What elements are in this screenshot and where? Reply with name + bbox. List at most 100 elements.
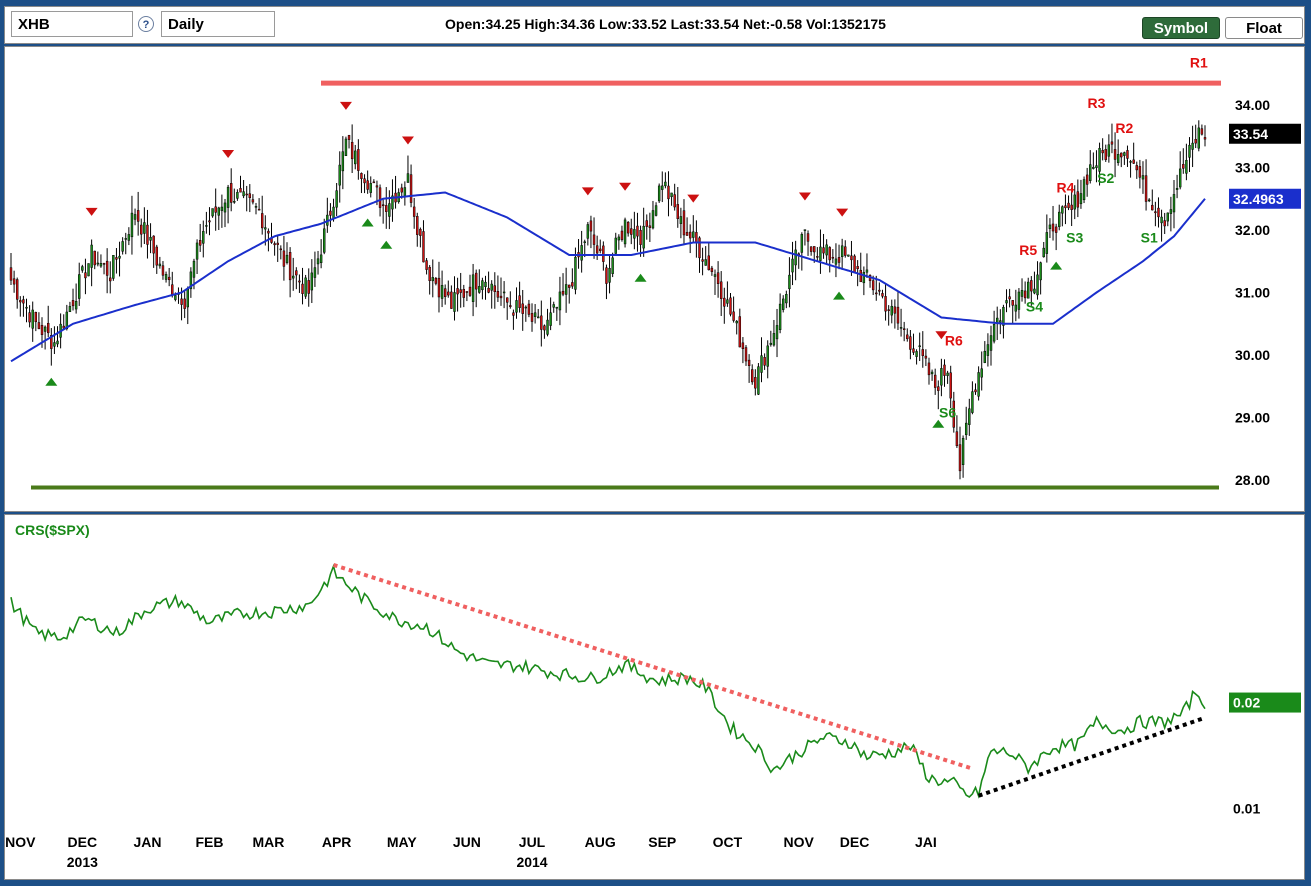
symbol-input[interactable]: XHB: [11, 11, 133, 37]
candle-body: [977, 372, 980, 397]
last-price-label: 33.54: [1233, 126, 1268, 142]
candle-body: [1110, 141, 1114, 145]
candle-body: [754, 377, 757, 389]
candle-body: [1203, 137, 1207, 140]
candle-body: [695, 232, 698, 244]
candle-body: [93, 250, 96, 266]
candle-body: [608, 268, 611, 283]
float-button[interactable]: Float: [1225, 17, 1303, 39]
candle-body: [1191, 142, 1194, 150]
candle-body: [586, 224, 590, 239]
candle-body: [375, 185, 379, 188]
candle-body: [747, 359, 751, 366]
candle-body: [837, 257, 841, 263]
candle-body: [19, 300, 22, 303]
candle-body: [1166, 212, 1169, 222]
candle-body: [636, 225, 639, 237]
candle-body: [983, 350, 987, 363]
candle-body: [344, 138, 348, 156]
x-axis-month-label: DEC: [840, 834, 870, 850]
candle-body: [599, 248, 602, 252]
candle-body: [195, 242, 199, 260]
resistance-label: R1: [1190, 55, 1208, 71]
candle-body: [425, 260, 428, 270]
candle-body: [360, 173, 363, 179]
candle-body: [56, 340, 59, 345]
candle-body: [803, 229, 807, 231]
candle-body: [664, 181, 667, 187]
candle-body: [940, 368, 943, 386]
candle-body: [22, 299, 25, 304]
candle-body: [617, 236, 621, 241]
candle-body: [372, 181, 376, 184]
candle-body: [462, 288, 465, 298]
candle-body: [726, 299, 729, 304]
candle-body: [118, 255, 121, 259]
candle-body: [589, 220, 593, 232]
moving-average-line: [10, 191, 1206, 363]
candle-body: [205, 225, 208, 227]
candle-body: [915, 351, 918, 357]
candle-body: [1036, 274, 1039, 296]
candle-body: [527, 303, 531, 315]
x-axis-month-label: JAI: [915, 834, 937, 850]
candle-body: [43, 326, 47, 332]
candle-body: [763, 357, 766, 366]
candle-body: [859, 269, 862, 283]
price-chart-panel: 28.00 29.00 30.00 31.00 32.00 33.00 34.00 R1 R2 R…: [4, 46, 1305, 527]
candle-body: [502, 291, 506, 294]
help-icon[interactable]: ?: [138, 16, 154, 32]
y-tick-label: 34.00: [1235, 97, 1270, 113]
candle-body: [782, 298, 785, 310]
candle-body: [338, 164, 341, 186]
candle-body: [257, 208, 261, 211]
candle-body: [1113, 149, 1117, 160]
candle-body: [543, 325, 546, 331]
candle-body: [264, 227, 267, 230]
swing-markers: [45, 101, 1063, 428]
candle-body: [642, 225, 645, 249]
candle-body: [1098, 148, 1101, 172]
candle-body: [602, 245, 605, 262]
candle-body: [902, 328, 906, 330]
candle-body: [437, 277, 441, 298]
candle-body: [865, 269, 869, 273]
candle-body: [233, 201, 236, 203]
candle-body: [1070, 204, 1073, 210]
candle-body: [171, 284, 174, 295]
period-select[interactable]: Daily: [161, 11, 275, 37]
candle-body: [180, 298, 183, 305]
candle-body: [1020, 290, 1024, 297]
candle-body: [81, 266, 84, 271]
x-axis-year-label: 2014: [516, 854, 547, 870]
symbol-button[interactable]: Symbol: [1142, 17, 1220, 39]
candle-body: [1175, 188, 1179, 190]
candle-body: [1073, 194, 1076, 210]
candle-body: [109, 277, 112, 282]
candle-body: [772, 333, 776, 346]
candle-body: [1076, 191, 1080, 208]
x-axis-month-label: APR: [322, 834, 352, 850]
candle-body: [968, 408, 971, 425]
candle-body: [251, 199, 255, 203]
candle-body: [363, 178, 366, 184]
crs-downtrend-line: [332, 563, 974, 771]
candle-body: [564, 284, 568, 295]
candle-body: [115, 257, 118, 260]
candle-body: [583, 241, 586, 244]
swing-high-marker: [687, 194, 700, 203]
candle-body: [65, 311, 69, 330]
candle-body: [980, 368, 983, 378]
candle-body: [704, 259, 707, 266]
candle-body: [1172, 194, 1176, 213]
candle-body: [1011, 300, 1014, 306]
candle-body: [341, 151, 345, 172]
candle-body: [1014, 304, 1018, 312]
candle-body: [1064, 205, 1067, 209]
candle-body: [937, 386, 940, 391]
candle-body: [453, 292, 456, 312]
candle-body: [447, 291, 450, 296]
candle-body: [533, 312, 537, 317]
y-tick-label: 33.00: [1235, 160, 1270, 176]
candle-body: [735, 320, 738, 324]
